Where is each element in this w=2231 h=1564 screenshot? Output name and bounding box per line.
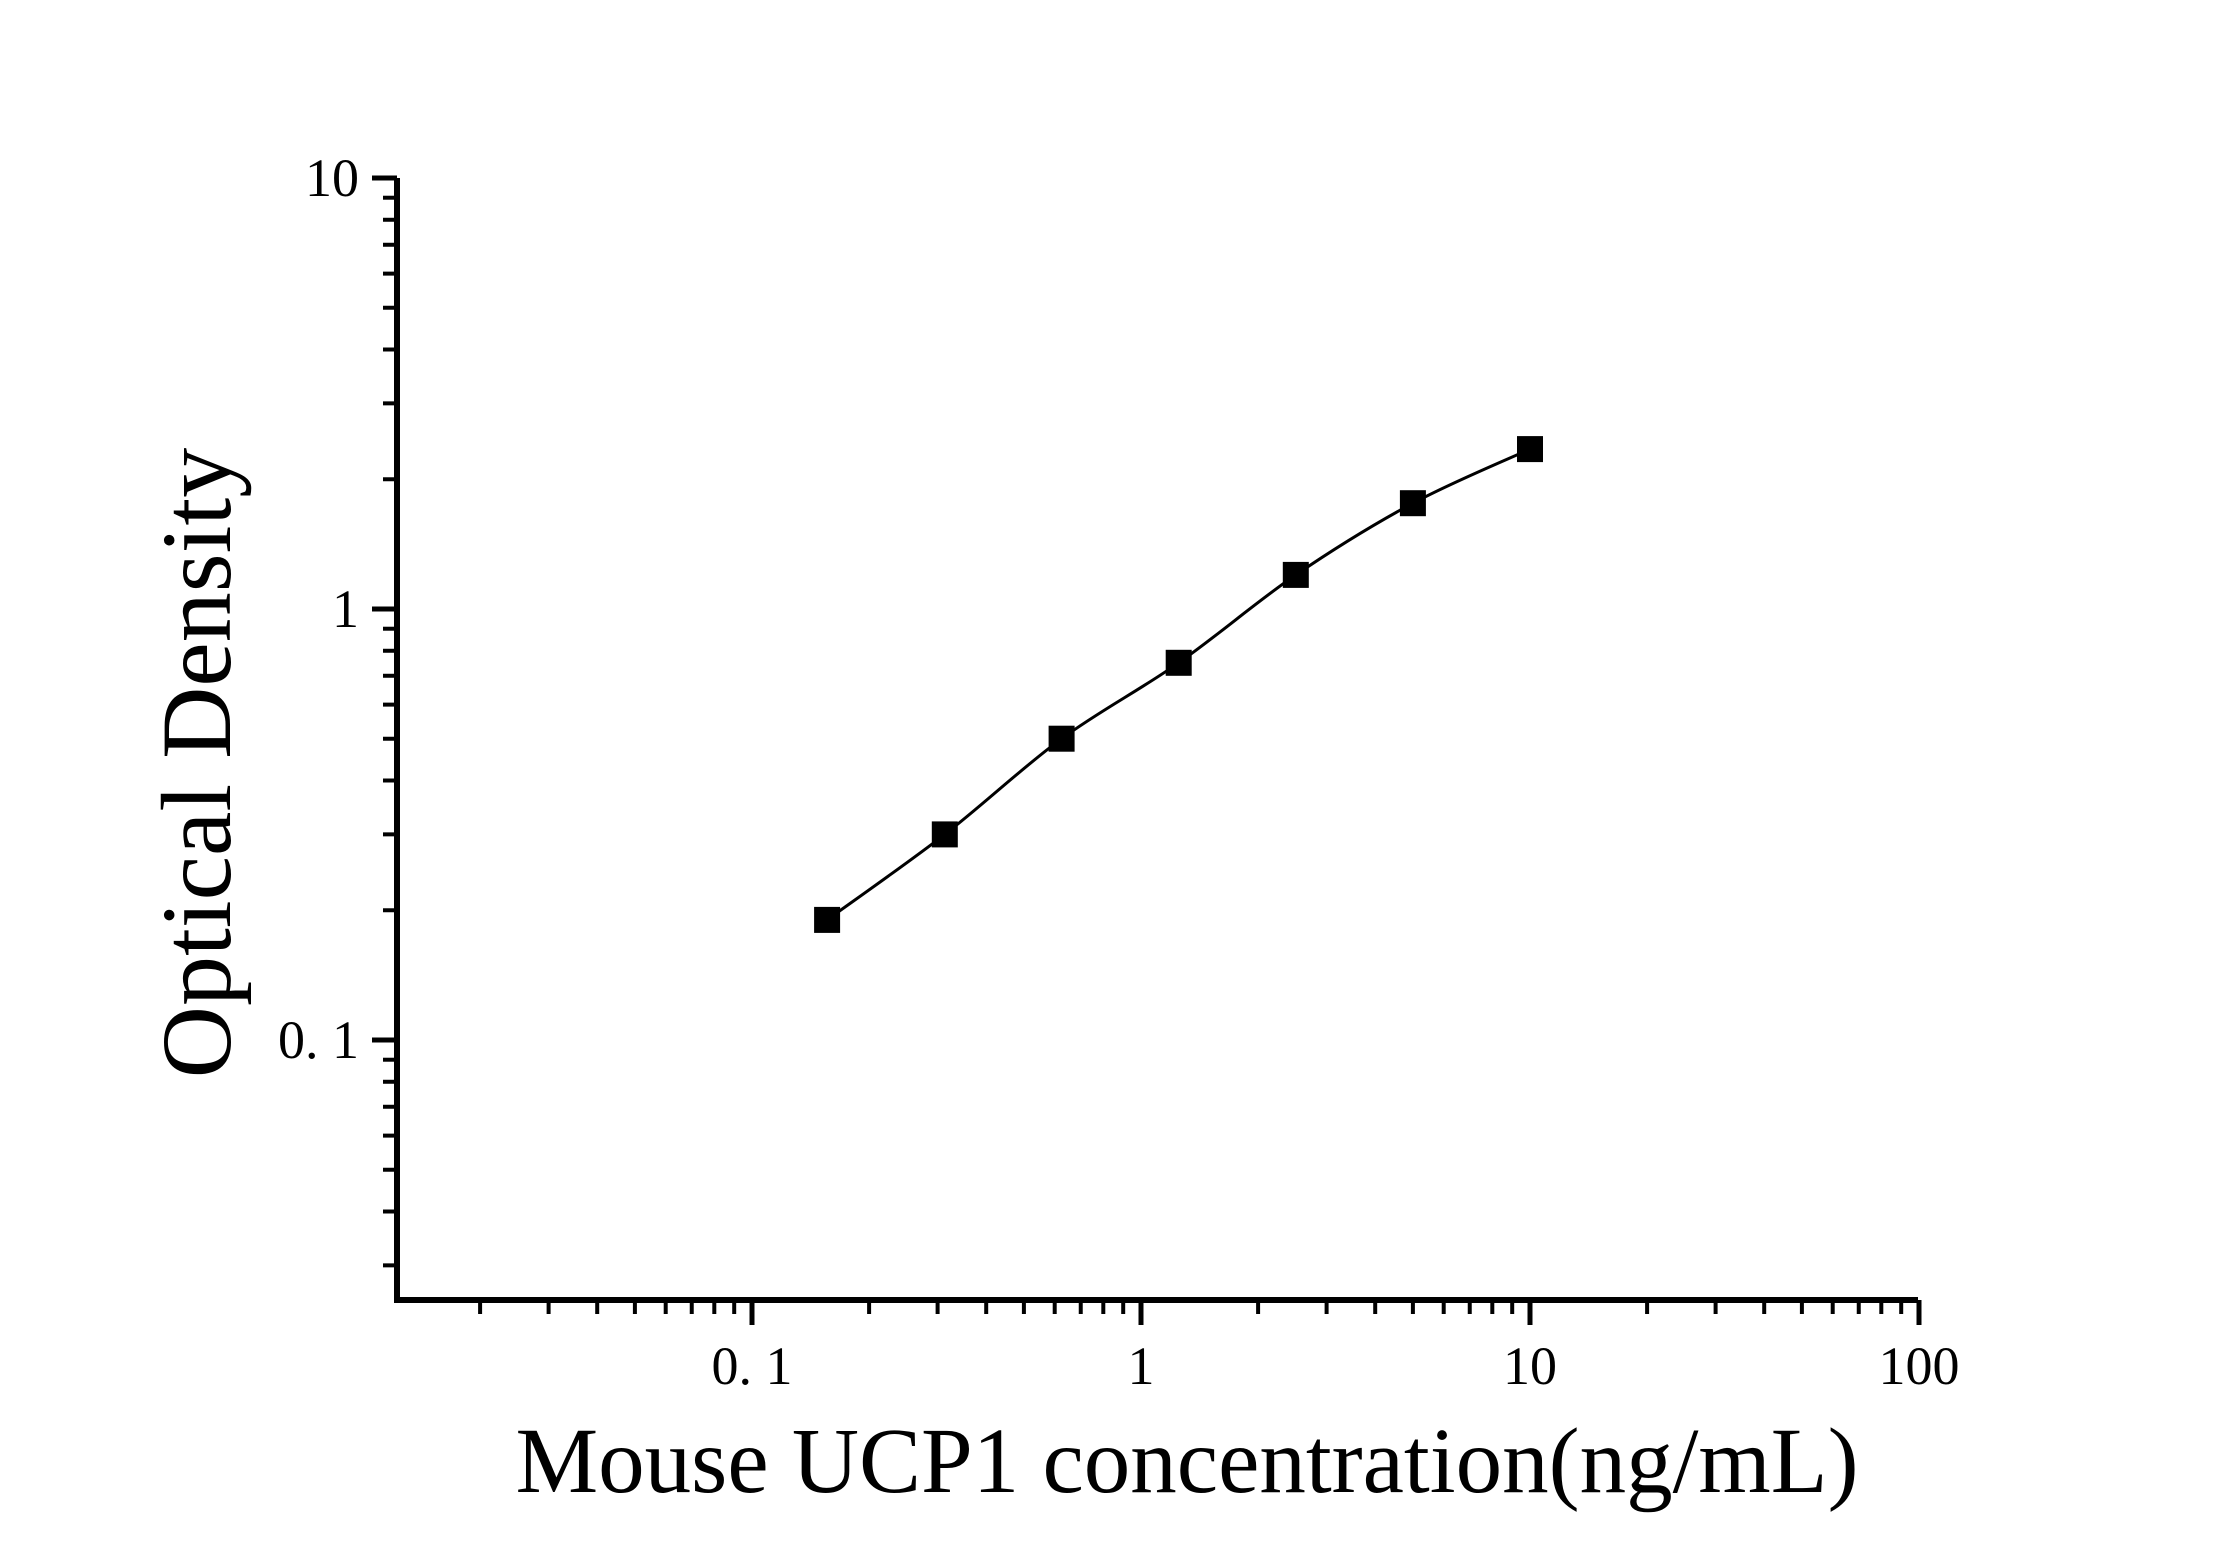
y-tick-label: 1 xyxy=(332,579,359,639)
data-point-marker xyxy=(1048,725,1075,752)
axes-group xyxy=(394,178,1918,1303)
series-group xyxy=(814,436,1543,933)
curve-line xyxy=(826,447,1531,922)
data-point-marker xyxy=(1165,649,1192,676)
data-point-marker xyxy=(1517,436,1543,463)
x-tick-label: 1 xyxy=(1128,1336,1155,1396)
data-point-marker xyxy=(931,821,958,848)
ticks-group xyxy=(372,175,1922,1325)
data-point-marker xyxy=(1399,490,1426,517)
y-tick-label: 10 xyxy=(305,148,359,208)
axis-spines xyxy=(394,178,1918,1303)
data-point-marker xyxy=(1282,561,1309,588)
x-tick-label: 10 xyxy=(1503,1336,1557,1396)
tick-labels-group: 0. 1 1 10 0. 1 1 10 100 xyxy=(278,148,1960,1396)
data-point-marker xyxy=(814,906,841,933)
y-axis-title: Optical Density xyxy=(141,448,252,1078)
y-tick-label: 0. 1 xyxy=(278,1010,359,1070)
x-tick-label: 100 xyxy=(1879,1336,1960,1396)
x-axis-title: Mouse UCP1 concentration(ng/mL) xyxy=(515,1410,1858,1513)
x-tick-label: 0. 1 xyxy=(712,1336,793,1396)
